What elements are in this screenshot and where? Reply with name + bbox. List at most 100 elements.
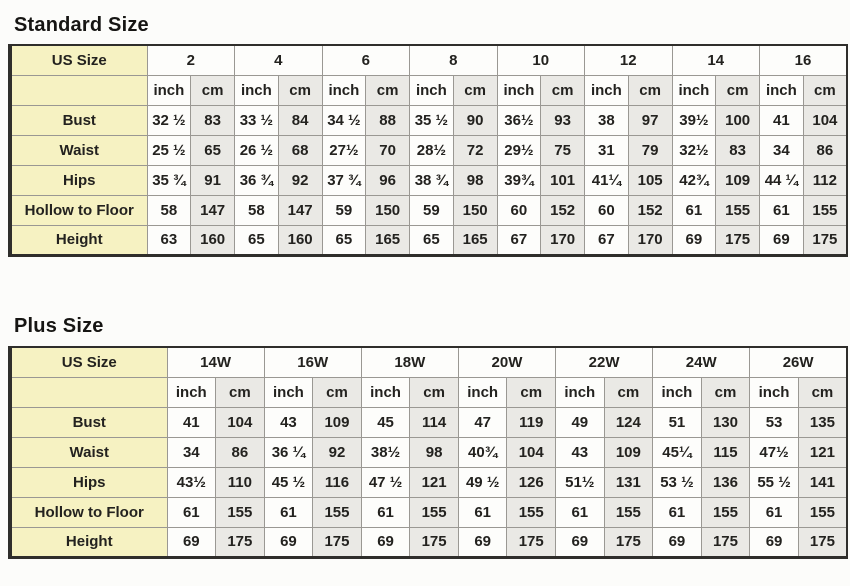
inch-unit-header: inch <box>263 376 314 408</box>
measurement-value-cm: 121 <box>797 436 848 468</box>
measurement-value-cm: 109 <box>603 436 654 468</box>
measurement-value-cm: 150 <box>365 194 410 226</box>
measurement-value-cm: 152 <box>627 194 673 226</box>
measurement-value-cm: 175 <box>312 526 362 558</box>
cm-unit-header: cm <box>409 376 459 408</box>
measurement-value-cm: 155 <box>700 496 751 528</box>
size-header-cell: 16W <box>263 346 362 378</box>
size-header-cell: 8 <box>409 44 498 76</box>
measurement-row-label: Waist <box>9 436 168 468</box>
measurement-value-cm: 175 <box>797 526 848 558</box>
unit-header-row: inch cm inch cm inch cm inch cm inch cm inch cm inch… <box>9 74 848 106</box>
measurement-value-cm: 170 <box>540 224 585 256</box>
cm-unit-header: cm <box>603 376 654 408</box>
measurement-value-cm: 70 <box>365 134 410 166</box>
inch-unit-header: inch <box>234 74 279 106</box>
measurement-row-label: Bust <box>9 104 148 136</box>
inch-unit-header: inch <box>496 74 542 106</box>
measurement-value-cm: 175 <box>603 526 654 558</box>
cm-unit-header: cm <box>797 376 848 408</box>
measurement-value-inch: 47 ½ <box>360 466 411 498</box>
measurement-value-inch: 61 <box>166 496 217 528</box>
size-header-cell: 22W <box>554 346 654 378</box>
measurement-value-inch: 35 ¾ <box>146 164 192 196</box>
measurement-row: Hollow to Floor 58 147 58 147 59 150 59 150 60 152… <box>9 194 848 226</box>
measurement-value-cm: 155 <box>802 194 848 226</box>
measurement-value-inch: 63 <box>146 224 192 256</box>
inch-unit-header: inch <box>457 376 508 408</box>
us-size-corner-label: US Size <box>9 44 148 76</box>
measurement-value-inch: 61 <box>652 496 702 528</box>
measurement-value-inch: 32½ <box>671 134 717 166</box>
measurement-value-inch: 36 ¼ <box>263 436 314 468</box>
measurement-value-inch: 55 ½ <box>749 466 799 498</box>
measurement-value-inch: 65 <box>321 224 367 256</box>
measurement-value-inch: 43½ <box>166 466 217 498</box>
measurement-value-inch: 69 <box>360 526 411 558</box>
cm-unit-header: cm <box>802 74 848 106</box>
measurement-value-cm: 155 <box>506 496 556 528</box>
measurement-value-inch: 67 <box>584 224 629 256</box>
size-header-row: US Size 2 4 6 8 10 12 14 16 <box>9 44 848 76</box>
inch-unit-header: inch <box>146 74 192 106</box>
measurement-value-inch: 25 ½ <box>146 134 192 166</box>
cm-unit-header: cm <box>215 376 265 408</box>
measurement-value-inch: 60 <box>496 194 542 226</box>
measurement-value-cm: 98 <box>409 436 459 468</box>
measurement-value-inch: 61 <box>360 496 411 528</box>
cm-unit-header: cm <box>365 74 410 106</box>
measurement-value-inch: 65 <box>234 224 279 256</box>
measurement-value-cm: 100 <box>715 104 760 136</box>
measurement-value-inch: 61 <box>263 496 314 528</box>
corner-empty-cell <box>9 74 148 106</box>
measurement-row-label: Waist <box>9 134 148 166</box>
measurement-value-inch: 37 ¾ <box>321 164 367 196</box>
inch-unit-header: inch <box>759 74 804 106</box>
measurement-value-inch: 32 ½ <box>146 104 192 136</box>
inch-unit-header: inch <box>652 376 702 408</box>
measurement-row-label: Hollow to Floor <box>9 194 148 226</box>
measurement-value-inch: 33 ½ <box>234 104 279 136</box>
measurement-value-cm: 84 <box>277 104 323 136</box>
size-header-cell: 2 <box>146 44 235 76</box>
measurement-value-inch: 51 <box>652 406 702 438</box>
us-size-corner-label: US Size <box>9 346 168 378</box>
measurement-value-cm: 109 <box>715 164 760 196</box>
measurement-value-inch: 41¼ <box>584 164 629 196</box>
measurement-value-inch: 35 ½ <box>409 104 454 136</box>
measurement-value-inch: 69 <box>166 526 217 558</box>
measurement-value-cm: 116 <box>312 466 362 498</box>
inch-unit-header: inch <box>321 74 367 106</box>
measurement-value-cm: 131 <box>603 466 654 498</box>
measurement-value-cm: 104 <box>506 436 556 468</box>
measurement-value-inch: 41 <box>166 406 217 438</box>
measurement-row: Waist 34 86 36 ¼ 92 38½ 98 40¾ 104 43 109 45¼ 115 47½… <box>9 436 848 468</box>
measurement-value-cm: 126 <box>506 466 556 498</box>
measurement-value-cm: 119 <box>506 406 556 438</box>
measurement-value-cm: 92 <box>277 164 323 196</box>
measurement-value-inch: 61 <box>749 496 799 528</box>
cm-unit-header: cm <box>627 74 673 106</box>
measurement-value-cm: 75 <box>540 134 585 166</box>
measurement-value-inch: 43 <box>263 406 314 438</box>
measurement-value-inch: 39¾ <box>496 164 542 196</box>
cm-unit-header: cm <box>506 376 556 408</box>
measurement-value-inch: 36 ¾ <box>234 164 279 196</box>
measurement-value-inch: 67 <box>496 224 542 256</box>
size-header-cell: 26W <box>749 346 848 378</box>
measurement-value-cm: 155 <box>409 496 459 528</box>
measurement-value-cm: 79 <box>627 134 673 166</box>
measurement-row-label: Bust <box>9 406 168 438</box>
measurement-value-inch: 26 ½ <box>234 134 279 166</box>
size-header-cell: 10 <box>496 44 585 76</box>
measurement-value-cm: 165 <box>452 224 498 256</box>
size-header-cell: 6 <box>321 44 410 76</box>
measurement-value-inch: 29½ <box>496 134 542 166</box>
measurement-value-inch: 40¾ <box>457 436 508 468</box>
size-header-cell: 20W <box>457 346 557 378</box>
measurement-value-cm: 175 <box>715 224 760 256</box>
measurement-value-inch: 69 <box>749 526 799 558</box>
measurement-value-inch: 42¾ <box>671 164 717 196</box>
measurement-row: Hips 35 ¾ 91 36 ¾ 92 37 ¾ 96 38 ¾ 98 39¾ 101 41¼ 105… <box>9 164 848 196</box>
plus-size-title: Plus Size <box>14 315 104 337</box>
